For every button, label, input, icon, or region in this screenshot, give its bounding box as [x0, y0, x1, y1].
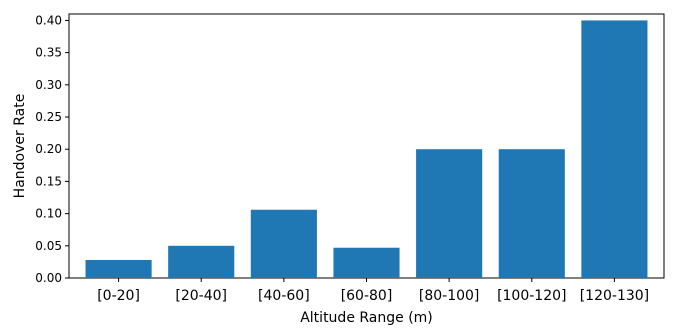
y-tick-label: 0.10	[35, 207, 62, 221]
bar	[85, 259, 152, 278]
y-tick-label: 0.30	[35, 78, 62, 92]
bars-group	[85, 20, 648, 278]
x-axis-title: Altitude Range (m)	[300, 310, 433, 326]
bar	[416, 149, 483, 278]
bar	[498, 149, 565, 278]
y-tick-label: 0.05	[35, 239, 62, 253]
y-tick-label: 0.35	[35, 46, 62, 60]
bar	[168, 245, 235, 278]
bar	[581, 20, 648, 278]
x-tick-label: [80-100]	[419, 288, 480, 304]
bar	[250, 209, 317, 278]
y-tick-label: 0.00	[35, 271, 62, 285]
y-axis-title: Handover Rate	[12, 94, 28, 199]
y-tick-label: 0.15	[35, 174, 62, 188]
plot-area-frame	[68, 13, 665, 279]
x-tick-label: [60-80]	[341, 288, 393, 304]
y-axis: 0.00 0.05 0.10 0.15 0.20 0.25 0.30 0.35 0.40	[35, 13, 69, 285]
bar	[333, 247, 400, 278]
x-tick-label: [20-40]	[175, 288, 227, 304]
x-tick-label: [120-130]	[580, 288, 649, 304]
x-tick-label: [0-20]	[97, 288, 140, 304]
x-axis: [0-20] [20-40] [40-60] [60-80] [80-100] [100-…	[97, 278, 649, 304]
x-tick-label: [100-120]	[497, 288, 566, 304]
x-tick-label: [40-60]	[258, 288, 310, 304]
y-tick-label: 0.20	[35, 142, 62, 156]
y-tick-label: 0.40	[35, 13, 62, 27]
y-tick-label: 0.25	[35, 110, 62, 124]
